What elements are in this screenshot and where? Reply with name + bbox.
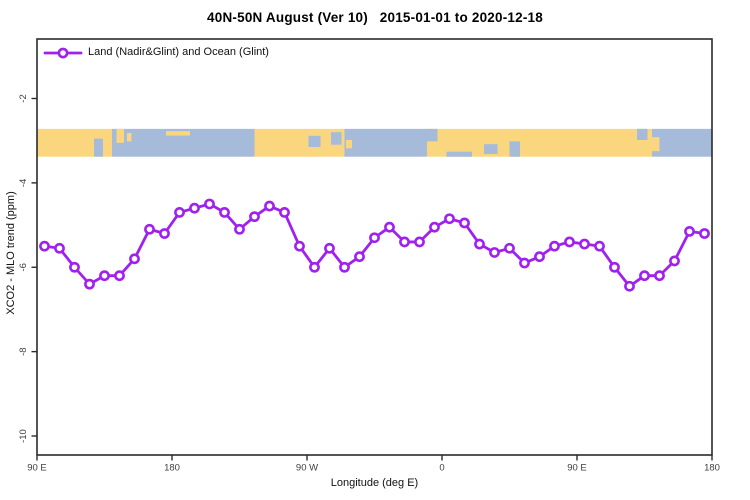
x-tick-label: 90 W bbox=[296, 463, 318, 474]
x-axis-title: Longitude (deg E) bbox=[330, 477, 419, 489]
data-point bbox=[414, 236, 425, 248]
data-point bbox=[84, 278, 95, 290]
chart-title: 40N-50N August (Ver 10) 2015-01-01 to 20… bbox=[207, 10, 543, 25]
x-tick-label: 90 E bbox=[27, 463, 47, 474]
y-tick-label: -10 bbox=[18, 429, 29, 443]
legend: Land (Nadir&Glint) and Ocean (Glint) bbox=[88, 46, 269, 58]
map-band-ocean-detail bbox=[509, 141, 520, 157]
x-tick-label: 180 bbox=[704, 463, 720, 474]
map-band-land-detail bbox=[346, 140, 352, 149]
map-band-ocean-detail bbox=[427, 128, 438, 142]
data-point bbox=[399, 236, 410, 248]
data-point bbox=[369, 232, 380, 244]
map-band-ocean-segment bbox=[344, 128, 427, 157]
data-point bbox=[669, 255, 680, 267]
data-point bbox=[639, 270, 650, 282]
data-point bbox=[114, 270, 125, 282]
data-point bbox=[504, 242, 515, 254]
data-point bbox=[234, 223, 245, 235]
data-point bbox=[609, 261, 620, 273]
data-point bbox=[354, 251, 365, 263]
data-point bbox=[489, 247, 500, 258]
map-band-ocean-detail bbox=[308, 135, 321, 147]
data-point bbox=[99, 270, 110, 282]
trend-line bbox=[43, 202, 706, 288]
data-point bbox=[204, 198, 215, 210]
map-band-ocean-detail bbox=[331, 132, 342, 145]
data-point bbox=[189, 202, 200, 214]
y-tick-label: -8 bbox=[18, 347, 29, 355]
map-band-land-detail bbox=[166, 131, 190, 136]
data-point bbox=[624, 280, 635, 292]
data-point bbox=[594, 240, 605, 252]
data-point bbox=[249, 211, 260, 223]
data-point bbox=[474, 238, 485, 250]
data-point bbox=[279, 207, 290, 218]
data-point bbox=[174, 207, 185, 218]
legend-sample-marker bbox=[57, 47, 69, 59]
y-tick-label: -2 bbox=[18, 94, 29, 102]
data-point bbox=[564, 236, 575, 248]
map-band-land-detail bbox=[652, 137, 660, 152]
map-band-ocean-segment bbox=[652, 128, 712, 157]
x-tick-label: 0 bbox=[439, 463, 444, 474]
data-point bbox=[429, 221, 440, 233]
data-point bbox=[144, 223, 155, 235]
data-point bbox=[54, 242, 65, 254]
data-point bbox=[459, 217, 470, 229]
data-point bbox=[519, 257, 530, 269]
data-point bbox=[444, 213, 455, 225]
y-tick-label: -4 bbox=[18, 179, 29, 187]
map-band-land-segment bbox=[254, 128, 345, 157]
map-band-land-detail bbox=[106, 144, 111, 154]
data-point bbox=[129, 253, 140, 265]
data-point bbox=[219, 207, 230, 218]
data-point bbox=[39, 240, 50, 252]
data-point bbox=[579, 238, 590, 250]
data-point bbox=[384, 221, 395, 233]
data-point bbox=[339, 261, 350, 273]
x-tick-label: 180 bbox=[164, 463, 180, 474]
data-point bbox=[69, 261, 80, 273]
y-axis-title: XCO2 - MLO trend (ppm) bbox=[5, 191, 17, 315]
data-point bbox=[654, 270, 665, 282]
y-tick-label: -6 bbox=[18, 263, 29, 271]
data-point bbox=[699, 228, 710, 239]
map-band-ocean-detail bbox=[446, 151, 472, 157]
map-band-ocean-detail bbox=[637, 128, 648, 141]
data-point bbox=[549, 240, 560, 252]
data-point bbox=[159, 228, 170, 239]
map-band-ocean-detail bbox=[94, 138, 103, 157]
data-point bbox=[684, 225, 695, 237]
data-point bbox=[294, 240, 305, 252]
x-tick-label: 90 E bbox=[567, 463, 587, 474]
legend-label: Land (Nadir&Glint) and Ocean (Glint) bbox=[88, 46, 269, 58]
map-band-land-detail bbox=[127, 133, 132, 142]
data-point bbox=[264, 200, 275, 212]
map-band-land-detail bbox=[116, 128, 124, 143]
data-point bbox=[324, 242, 335, 254]
plot-box bbox=[36, 38, 713, 456]
data-point bbox=[534, 251, 545, 263]
map-band-ocean-detail bbox=[484, 144, 498, 154]
data-point bbox=[309, 261, 320, 273]
